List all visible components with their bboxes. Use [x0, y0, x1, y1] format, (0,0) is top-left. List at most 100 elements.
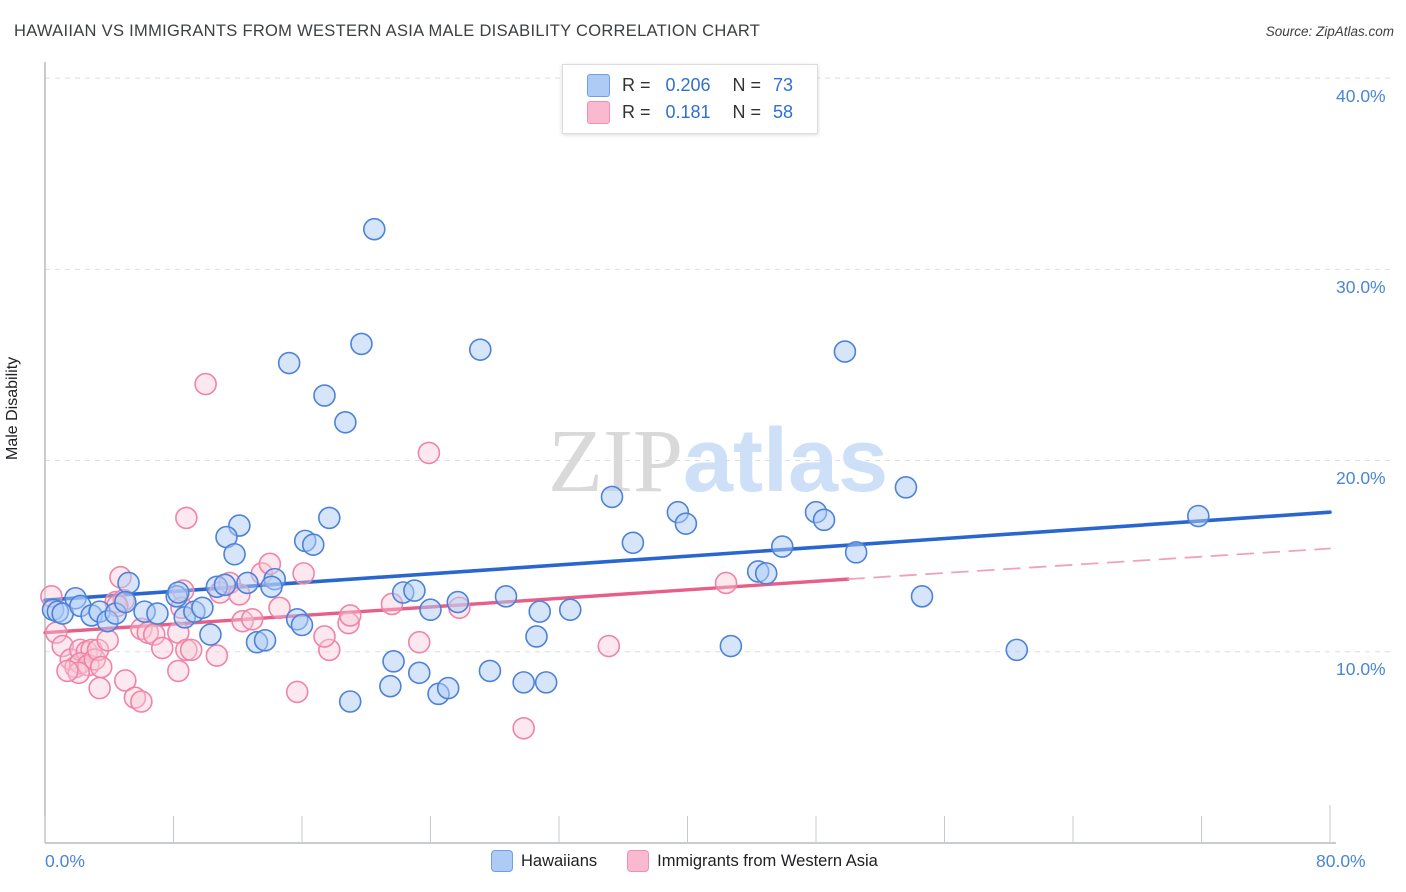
scatter-point-hawaiians[interactable]: [446, 590, 470, 614]
scatter-point-hawaiians[interactable]: [478, 659, 502, 683]
scatter-point-hawaiians[interactable]: [1186, 504, 1210, 528]
scatter-point-immigrants-from-western-asia[interactable]: [313, 625, 336, 648]
correlation-legend-box: R = 0.206 N = 73 R = 0.181 N = 58: [562, 64, 818, 134]
scatter-point-hawaiians[interactable]: [301, 533, 325, 556]
scatter-point-immigrants-from-western-asia[interactable]: [67, 661, 91, 685]
scatter-point-hawaiians[interactable]: [199, 623, 222, 646]
scatter-point-hawaiians[interactable]: [236, 571, 259, 595]
scatter-point-hawaiians[interactable]: [213, 573, 237, 597]
scatter-point-immigrants-from-western-asia[interactable]: [114, 669, 137, 692]
scatter-point-hawaiians[interactable]: [558, 598, 582, 622]
scatter-point-hawaiians[interactable]: [318, 506, 341, 530]
r-label: R =: [622, 75, 651, 95]
scatter-point-hawaiians[interactable]: [313, 384, 336, 407]
scatter-point-immigrants-from-western-asia[interactable]: [179, 638, 203, 662]
scatter-point-immigrants-from-western-asia[interactable]: [96, 629, 119, 652]
scatter-point-immigrants-from-western-asia[interactable]: [512, 716, 535, 740]
scatter-point-hawaiians[interactable]: [253, 629, 277, 652]
scatter-point-hawaiians[interactable]: [260, 575, 283, 599]
r-value-immigrants: 0.181: [665, 102, 711, 122]
scatter-point-hawaiians[interactable]: [114, 590, 137, 614]
scatter-point-immigrants-from-western-asia[interactable]: [150, 636, 174, 660]
scatter-point-immigrants-from-western-asia[interactable]: [240, 607, 264, 631]
scatter-point-hawaiians[interactable]: [833, 340, 857, 363]
scatter-point-immigrants-from-western-asia[interactable]: [268, 596, 291, 620]
y-axis-tick-label-40: 40.0%: [1336, 86, 1386, 106]
n-value-immigrants: 58: [773, 102, 794, 122]
scatter-point-immigrants-from-western-asia[interactable]: [130, 690, 153, 713]
scatter-point-immigrants-from-western-asia[interactable]: [714, 571, 738, 595]
scatter-point-hawaiians[interactable]: [528, 600, 552, 623]
scatter-point-immigrants-from-western-asia[interactable]: [597, 634, 621, 658]
y-axis-tick-label-30: 30.0%: [1336, 277, 1386, 297]
legend-item-label: Hawaiians: [521, 851, 598, 870]
x-axis-max-label: 80.0%: [1316, 851, 1366, 871]
scatter-point-immigrants-from-western-asia[interactable]: [205, 644, 229, 667]
scatter-point-immigrants-from-western-asia[interactable]: [175, 506, 198, 530]
scatter-point-hawaiians[interactable]: [674, 512, 698, 535]
legend-item-hawaiians[interactable]: Hawaiians: [491, 850, 597, 872]
scatter-point-immigrants-from-western-asia[interactable]: [407, 630, 431, 654]
scatter-point-hawaiians[interactable]: [812, 508, 836, 532]
scatter-point-immigrants-from-western-asia[interactable]: [175, 638, 198, 662]
scatter-point-hawaiians[interactable]: [362, 217, 386, 241]
scatter-point-hawaiians[interactable]: [338, 690, 362, 713]
scatter-point-hawaiians[interactable]: [407, 661, 431, 685]
scatter-point-hawaiians[interactable]: [719, 634, 743, 658]
scatter-point-hawaiians[interactable]: [223, 542, 246, 566]
scatter-point-hawaiians[interactable]: [910, 585, 934, 608]
scatter-point-hawaiians[interactable]: [403, 579, 426, 602]
scatter-point-hawaiians[interactable]: [436, 676, 460, 700]
scatter-point-immigrants-from-western-asia[interactable]: [167, 659, 190, 683]
scatter-point-hawaiians[interactable]: [525, 625, 548, 648]
scatter-point-immigrants-from-western-asia[interactable]: [417, 441, 441, 465]
scatter-point-hawaiians[interactable]: [334, 411, 357, 434]
legend-row-immigrants: R = 0.181 N = 58: [587, 99, 807, 126]
scatter-point-hawaiians[interactable]: [512, 671, 535, 694]
scatter-point-hawaiians[interactable]: [290, 613, 314, 637]
scatter-point-immigrants-from-western-asia[interactable]: [338, 604, 362, 627]
scatter-point-hawaiians[interactable]: [621, 531, 645, 555]
scatter-point-immigrants-from-western-asia[interactable]: [89, 655, 113, 679]
scatter-point-hawaiians[interactable]: [844, 541, 868, 564]
scatter-point-hawaiians[interactable]: [754, 562, 778, 585]
scatter-point-hawaiians[interactable]: [277, 351, 301, 375]
scatter-point-hawaiians[interactable]: [494, 585, 518, 608]
scatter-point-immigrants-from-western-asia[interactable]: [88, 676, 111, 700]
scatter-point-immigrants-from-western-asia[interactable]: [194, 372, 217, 396]
scatter-point-immigrants-from-western-asia[interactable]: [337, 611, 360, 635]
scatter-point-hawaiians[interactable]: [468, 338, 492, 361]
scatter-point-hawaiians[interactable]: [419, 598, 442, 622]
scatter-point-immigrants-from-western-asia[interactable]: [51, 634, 74, 658]
scatter-point-hawaiians[interactable]: [146, 602, 169, 625]
scatter-point-hawaiians[interactable]: [167, 581, 190, 604]
scatter-point-immigrants-from-western-asia[interactable]: [292, 562, 315, 585]
scatter-point-hawaiians[interactable]: [117, 571, 140, 595]
scatter-point-hawaiians[interactable]: [350, 332, 373, 356]
legend-item-immigrants[interactable]: Immigrants from Western Asia: [627, 850, 878, 872]
scatter-point-immigrants-from-western-asia[interactable]: [285, 680, 309, 704]
scatter-point-hawaiians[interactable]: [191, 596, 214, 620]
scatter-point-immigrants-from-western-asia[interactable]: [318, 638, 341, 662]
scatter-point-hawaiians[interactable]: [534, 671, 558, 694]
legend-row-hawaiians: R = 0.206 N = 73: [587, 72, 807, 99]
scatter-point-hawaiians[interactable]: [894, 476, 918, 499]
n-label: N =: [732, 102, 762, 122]
scatter-point-hawaiians[interactable]: [382, 650, 405, 673]
immigrants-swatch-icon: [627, 850, 650, 872]
scatter-point-immigrants-from-western-asia[interactable]: [86, 638, 110, 662]
gridlines: [45, 77, 1390, 653]
scatter-point-immigrants-from-western-asia[interactable]: [123, 686, 147, 709]
y-axis-title: Male Disability: [4, 356, 21, 460]
scatter-point-hawaiians[interactable]: [1005, 638, 1029, 662]
scatter-point-hawaiians[interactable]: [770, 535, 794, 558]
scatter-point-hawaiians[interactable]: [600, 485, 624, 509]
source-attribution: Source: ZipAtlas.com: [1265, 24, 1394, 39]
n-label: N =: [732, 75, 762, 95]
y-axis-tick-label-20: 20.0%: [1336, 468, 1386, 488]
scatter-point-hawaiians[interactable]: [379, 674, 402, 698]
scatter-point-immigrants-from-western-asia[interactable]: [56, 659, 79, 683]
trend-line-hawaiians: [43, 510, 1332, 602]
